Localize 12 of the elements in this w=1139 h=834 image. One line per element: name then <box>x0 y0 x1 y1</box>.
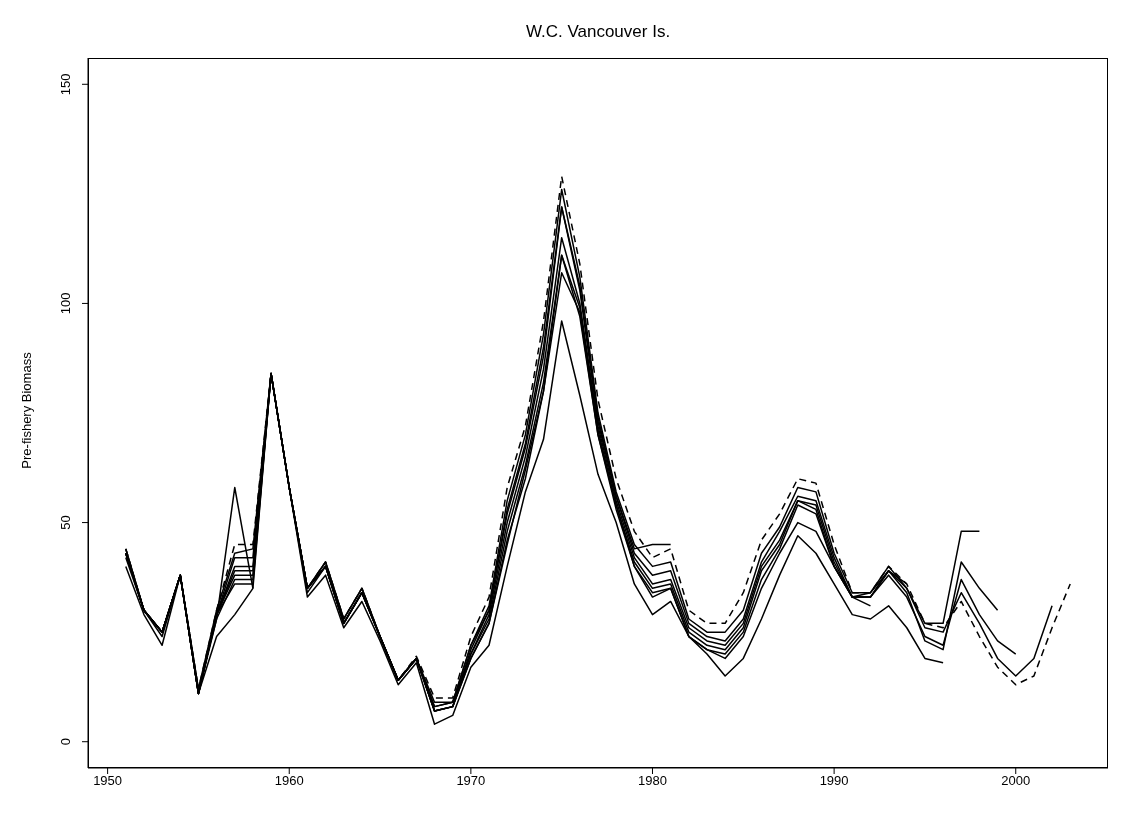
x-tick-label: 1980 <box>638 773 667 789</box>
x-tick-label: 1970 <box>456 773 486 789</box>
chart-title: W.C. Vancouver Is. <box>524 22 672 42</box>
x-tick-label: 1950 <box>93 773 123 789</box>
x-tick-label: 2000 <box>1001 773 1031 789</box>
x-tick-label: 1990 <box>819 773 849 789</box>
y-tick-label: 50 <box>58 515 73 530</box>
x-tick-label: 1960 <box>274 773 304 789</box>
y-tick-label: 150 <box>58 73 73 96</box>
y-tick-label: 0 <box>58 738 73 746</box>
y-tick-label: 100 <box>58 292 73 315</box>
y-axis-title: Pre-fishery Biomass <box>18 351 34 471</box>
